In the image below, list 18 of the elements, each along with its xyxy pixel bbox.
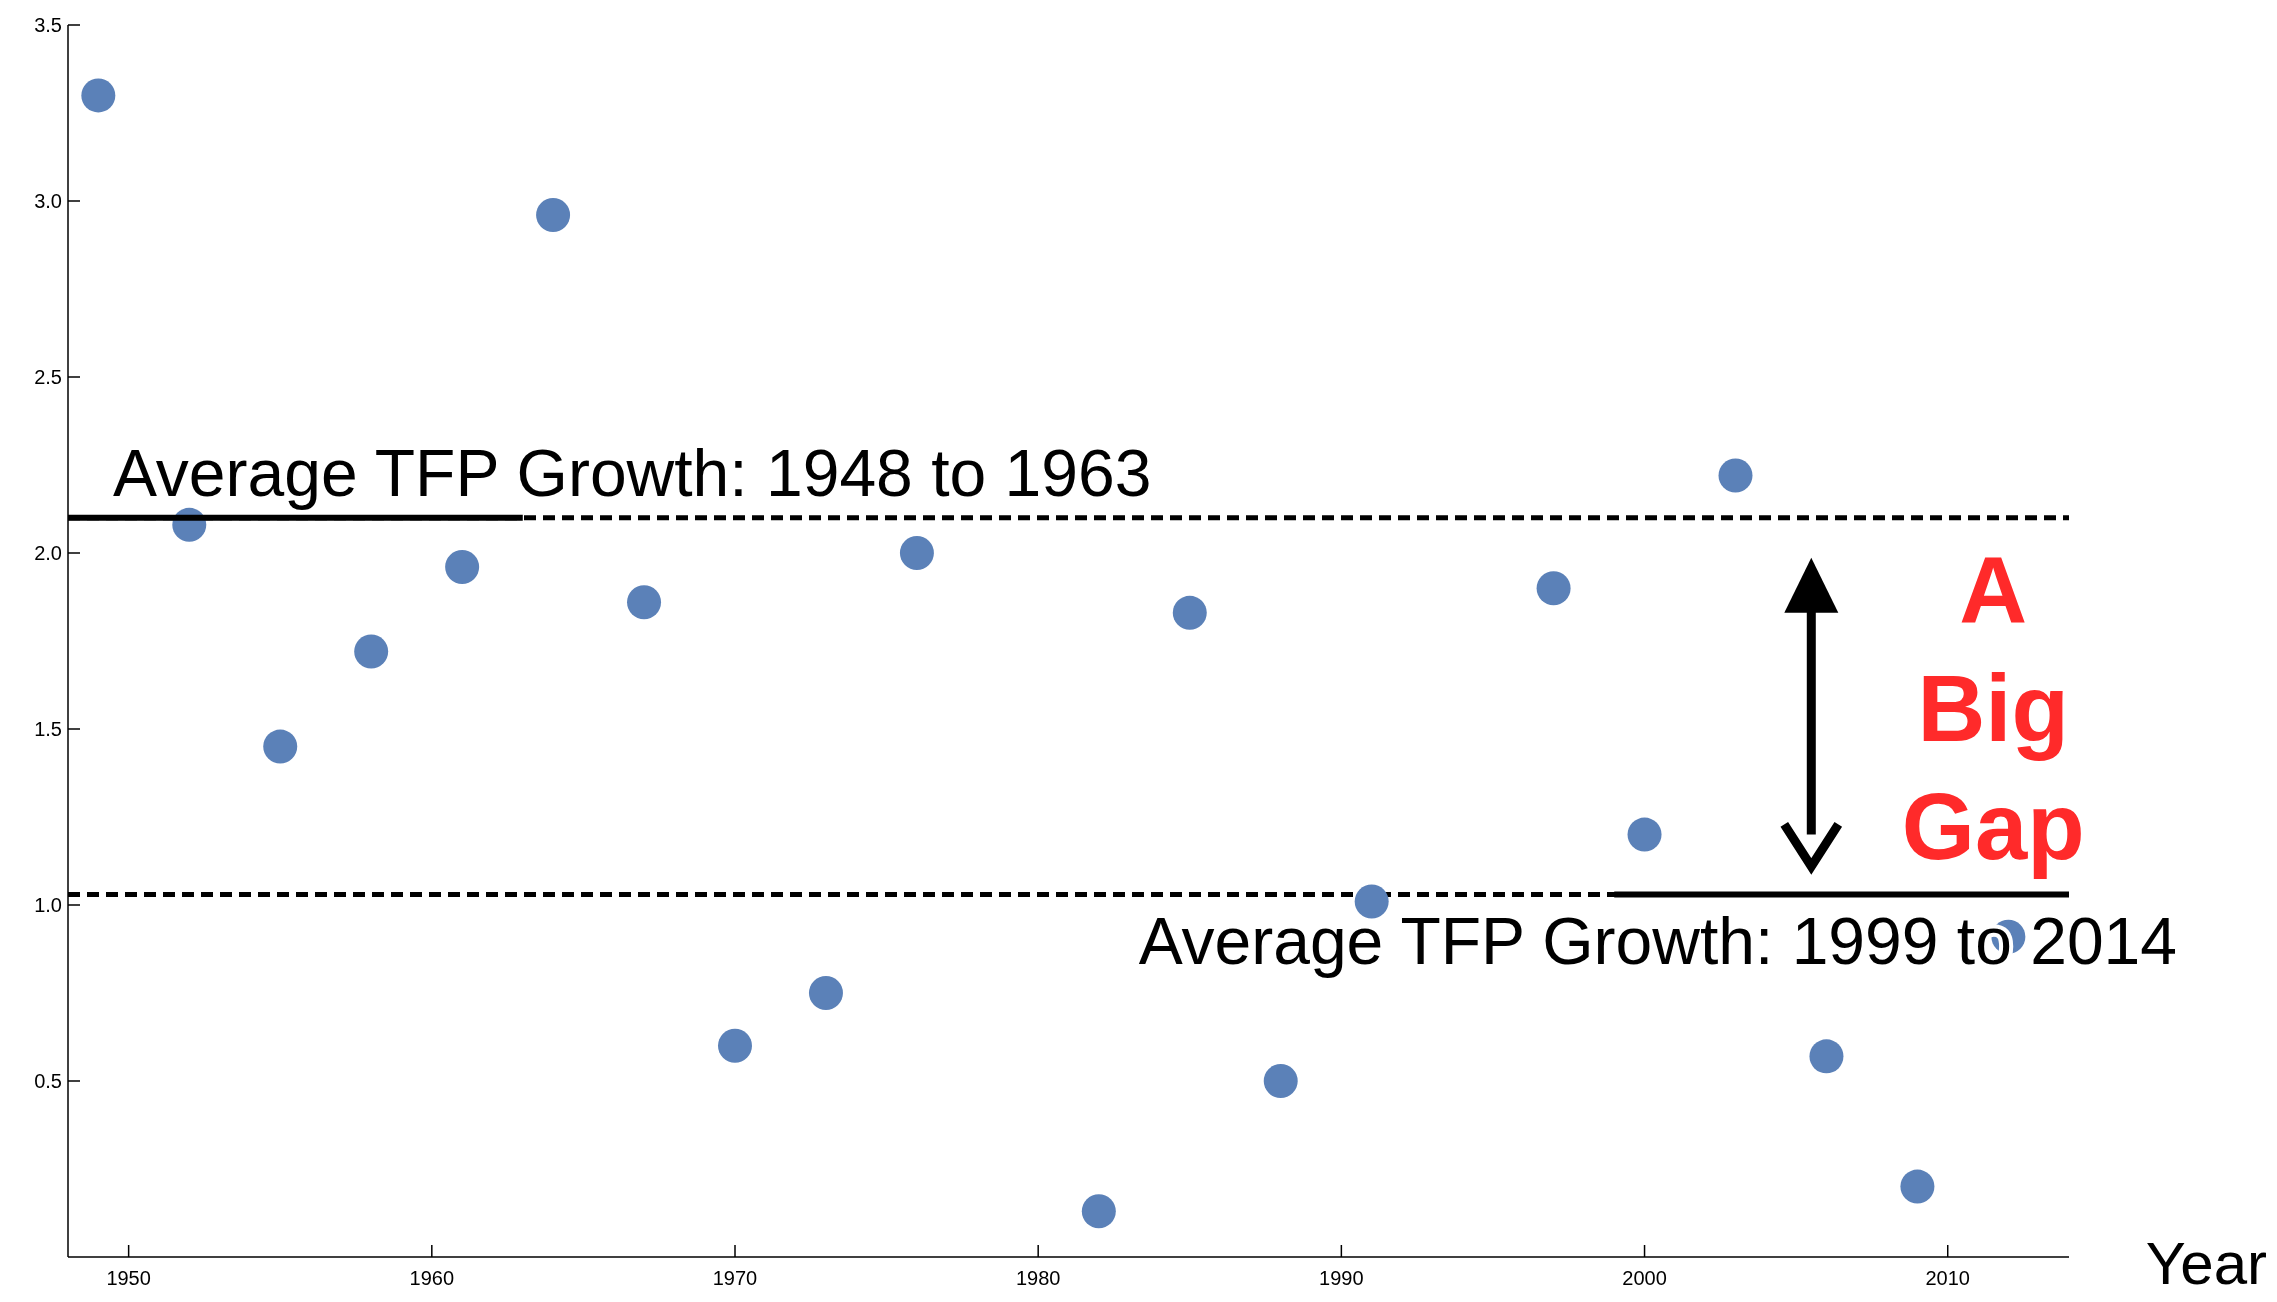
x-tick-label: 2000: [1622, 1267, 1667, 1289]
x-tick-label: 1990: [1319, 1267, 1364, 1289]
y-tick-label: 1.5: [34, 718, 62, 740]
x-tick-label: 1970: [712, 1267, 758, 1289]
y-tick-label: 2.0: [34, 542, 62, 564]
x-tick-label: 1950: [106, 1267, 151, 1289]
x-axis-title: Year: [2145, 1230, 2267, 1297]
annotation: A Big Gap: [1901, 538, 2085, 880]
x-tick-label: 2010: [1925, 1267, 1970, 1289]
x-tick-label: 1980: [1015, 1267, 1061, 1289]
annotation: Average TFP Growth: 1999 to 2014: [1138, 904, 2177, 979]
x-tick-label: 1960: [409, 1267, 455, 1289]
y-tick-label: 3.5: [34, 14, 62, 36]
y-tick-label: 1.0: [34, 894, 62, 916]
y-tick-label: 2.5: [34, 366, 62, 388]
annotation: Average TFP Growth: 1948 to 1963: [113, 435, 1152, 510]
y-tick-label: 3.0: [34, 190, 62, 212]
y-tick-label: 0.5: [34, 1070, 62, 1092]
